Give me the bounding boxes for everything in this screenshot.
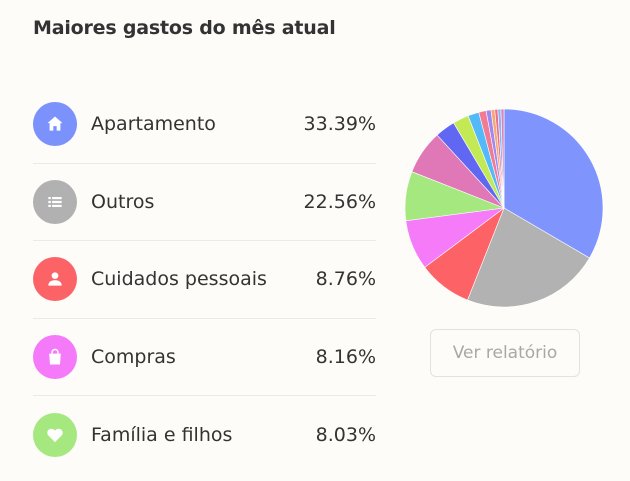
pie-slice-2	[467, 207, 590, 308]
category-label: Apartamento	[91, 113, 216, 136]
expense-pie-chart	[404, 108, 604, 308]
view-report-button[interactable]: Ver relatório	[430, 329, 580, 377]
category-percent: 33.39%	[303, 113, 376, 136]
pie-slice-15	[500, 108, 505, 209]
person-icon	[48, 272, 62, 286]
category-label: Família e filhos	[91, 423, 233, 446]
list-item: Cuidados pessoais 8.76%	[33, 241, 376, 319]
heart-icon	[47, 428, 63, 442]
expense-list: Apartamento 33.39% Outros 22.56% Cuidado…	[33, 86, 376, 474]
list-item: Outros 22.56%	[33, 164, 376, 241]
category-percent: 8.16%	[315, 345, 376, 368]
category-label: Compras	[91, 345, 176, 368]
category-label: Cuidados pessoais	[91, 268, 267, 291]
list-icon	[48, 196, 62, 207]
list-item: Apartamento 33.39%	[33, 86, 376, 164]
category-label: Outros	[91, 190, 155, 213]
category-icon-wrapper	[33, 412, 77, 457]
category-percent: 8.03%	[315, 423, 376, 446]
category-icon-wrapper	[33, 102, 77, 147]
pie-slice-1	[503, 108, 604, 259]
category-percent: 22.56%	[303, 190, 376, 213]
home-icon	[47, 116, 63, 131]
category-icon-wrapper	[33, 179, 77, 224]
category-icon-wrapper	[33, 257, 77, 302]
category-percent: 8.76%	[315, 268, 376, 291]
list-item: Família e filhos 8.03%	[33, 396, 376, 474]
category-icon-wrapper	[33, 334, 77, 379]
section-title: Maiores gastos do mês atual	[33, 17, 336, 39]
list-item: Compras 8.16%	[33, 319, 376, 396]
shopping-bag-icon	[49, 348, 61, 365]
